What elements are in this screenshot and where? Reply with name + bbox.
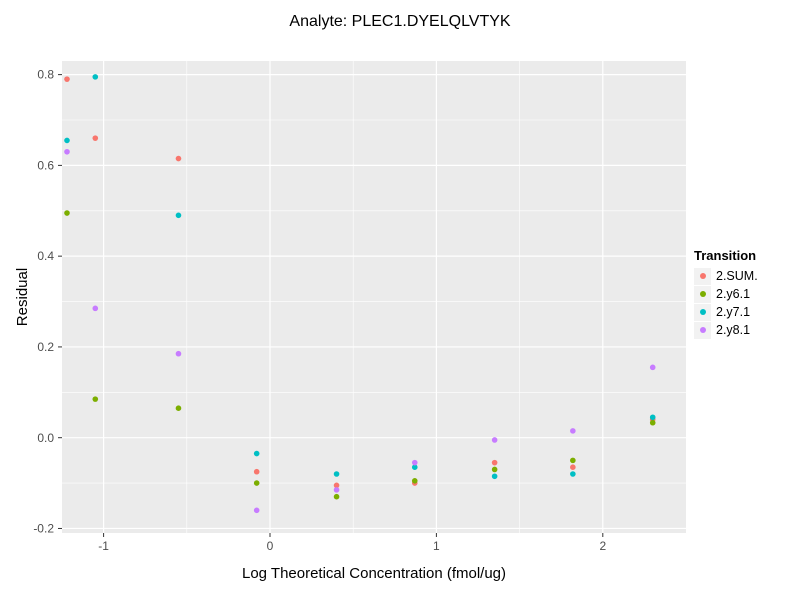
legend-key	[694, 285, 711, 303]
data-point	[570, 471, 576, 477]
data-point	[649, 414, 656, 421]
data-point	[491, 459, 498, 466]
legend: Transition 2.SUM. 2.y6.1 2.y7.1 2.y8.1	[694, 248, 798, 339]
y-tick-label: 0.6	[37, 158, 54, 172]
data-point	[333, 493, 340, 500]
data-point	[649, 364, 656, 371]
data-point	[333, 487, 340, 493]
legend-point-icon	[699, 291, 706, 297]
data-point	[64, 137, 70, 144]
data-point	[92, 135, 99, 141]
y-tick-label: -0.2	[33, 522, 54, 536]
legend-key	[694, 303, 711, 321]
data-point	[253, 480, 260, 486]
legend-key	[694, 321, 711, 339]
legend-items: 2.SUM. 2.y6.1 2.y7.1 2.y8.1	[694, 267, 798, 339]
data-point	[64, 76, 70, 82]
legend-item: 2.y7.1	[694, 303, 798, 321]
data-point	[92, 305, 99, 312]
chart-title: Analyte: PLEC1.DYELQLVTYK	[289, 13, 511, 30]
data-point	[570, 428, 576, 434]
data-point	[333, 482, 340, 489]
legend-point-icon	[699, 327, 706, 333]
legend-item: 2.y6.1	[694, 285, 798, 303]
y-tick-label: 0.8	[37, 68, 54, 82]
data-point	[92, 396, 99, 402]
legend-label: 2.y7.1	[716, 305, 751, 319]
data-point	[411, 464, 418, 470]
data-point	[253, 450, 260, 457]
data-point	[64, 210, 70, 216]
legend-point-icon	[699, 309, 706, 315]
legend-label: 2.y6.1	[716, 287, 751, 301]
data-point	[649, 419, 656, 426]
x-axis-label: Log Theoretical Concentration (fmol/ug)	[241, 565, 507, 582]
data-point	[64, 148, 70, 155]
legend-item: 2.SUM.	[694, 267, 798, 285]
x-tick-label: 2	[599, 539, 606, 553]
x-tick-label: -1	[98, 539, 109, 553]
y-tick-label: 0.0	[37, 431, 54, 445]
data-point	[411, 459, 418, 466]
x-tick-label: 1	[433, 539, 440, 553]
data-point	[491, 437, 498, 443]
data-point	[333, 471, 340, 477]
data-point	[92, 74, 99, 80]
data-point	[175, 405, 182, 411]
data-point	[175, 212, 182, 219]
legend-label: 2.y8.1	[716, 323, 751, 337]
data-point	[253, 468, 260, 475]
plot-panel	[62, 61, 686, 533]
data-point	[570, 457, 576, 464]
data-point	[491, 466, 498, 473]
data-point	[175, 155, 182, 162]
data-point	[175, 350, 182, 357]
legend-label: 2.SUM.	[716, 269, 758, 283]
y-tick-label: 0.2	[37, 340, 54, 354]
y-tick-label: 0.4	[37, 249, 54, 263]
data-point	[411, 478, 418, 484]
x-tick-label: 0	[267, 539, 274, 553]
data-point	[491, 473, 498, 480]
legend-title: Transition	[694, 248, 757, 263]
legend-point-icon	[699, 273, 706, 279]
legend-item: 2.y8.1	[694, 321, 798, 339]
legend-key	[694, 267, 711, 285]
data-point	[253, 507, 260, 514]
data-point	[570, 464, 576, 470]
